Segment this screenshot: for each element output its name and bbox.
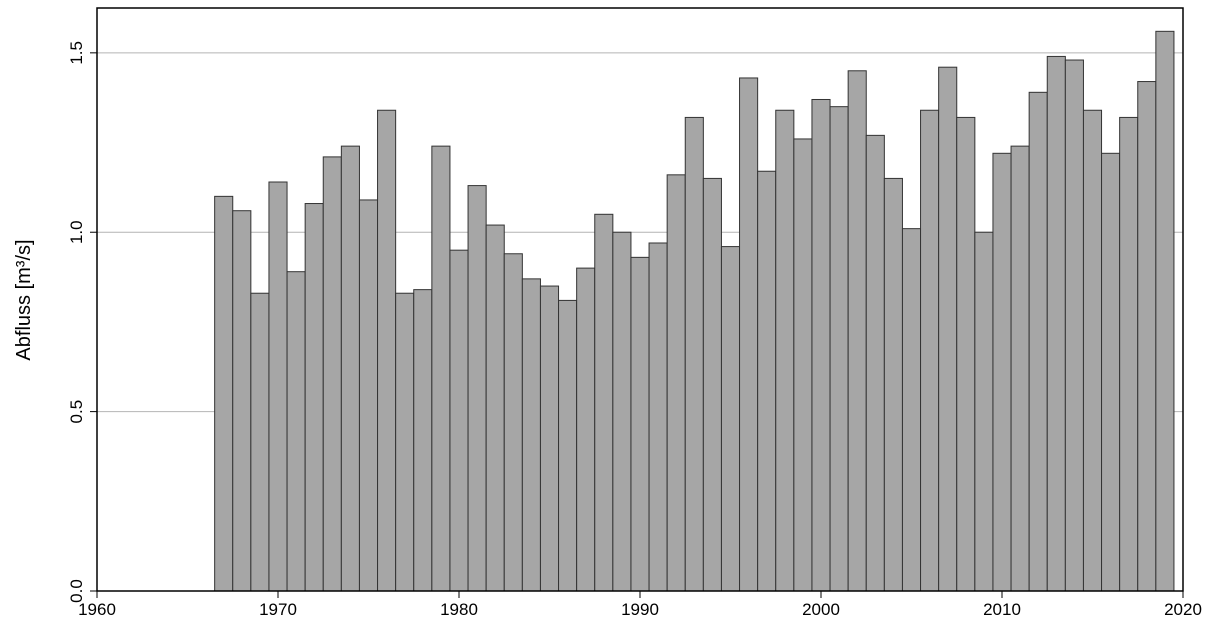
bar xyxy=(1119,116,1139,592)
bar xyxy=(1137,81,1157,592)
bar xyxy=(865,134,885,592)
bar xyxy=(630,256,650,592)
bar xyxy=(322,156,342,592)
bar xyxy=(232,210,252,592)
bar xyxy=(395,292,415,592)
bar xyxy=(847,70,867,592)
bar xyxy=(901,228,922,592)
bar xyxy=(811,98,831,592)
bar xyxy=(829,106,849,592)
bar xyxy=(1082,109,1103,592)
bar xyxy=(485,224,505,592)
y-axis-label: Abfluss [m³/s] xyxy=(13,239,35,360)
plot-frame xyxy=(96,7,1184,592)
bar xyxy=(358,199,379,592)
bar xyxy=(992,152,1012,592)
bar xyxy=(250,292,270,592)
bar xyxy=(521,278,541,592)
bar xyxy=(612,231,632,592)
bar xyxy=(666,174,686,592)
bar xyxy=(286,271,306,592)
bar xyxy=(558,299,578,592)
bar xyxy=(503,253,523,592)
x-tick-label: 1980 xyxy=(440,600,478,619)
bar xyxy=(214,195,234,592)
bar xyxy=(883,177,903,592)
y-tick-label: 0.5 xyxy=(67,400,86,424)
bar xyxy=(739,77,759,592)
bar xyxy=(304,203,324,592)
bar xyxy=(648,242,668,592)
bar xyxy=(793,138,813,592)
y-tick-label: 1.0 xyxy=(67,220,86,244)
x-tick-label: 2010 xyxy=(983,600,1021,619)
bar xyxy=(413,289,433,592)
bar xyxy=(377,109,397,592)
bar xyxy=(956,116,976,592)
bar xyxy=(1064,59,1084,592)
x-tick-label: 1970 xyxy=(259,600,297,619)
bar xyxy=(1046,55,1066,592)
y-tick-label: 1.5 xyxy=(67,41,86,65)
bar xyxy=(340,145,360,592)
x-tick-label: 1990 xyxy=(621,600,659,619)
bar xyxy=(449,249,469,592)
bar xyxy=(920,109,940,592)
bar xyxy=(467,185,487,592)
bar xyxy=(702,177,722,592)
x-tick-label: 2000 xyxy=(802,600,840,619)
bar xyxy=(1028,91,1048,592)
bar xyxy=(684,116,704,592)
bar xyxy=(1010,145,1030,592)
bar xyxy=(594,213,614,592)
bar xyxy=(431,145,451,592)
bar xyxy=(720,246,741,592)
x-tick-label: 2020 xyxy=(1164,600,1202,619)
bar xyxy=(757,170,777,592)
bar xyxy=(576,267,596,592)
bar xyxy=(268,181,288,592)
y-tick-label: 0.0 xyxy=(67,579,86,603)
bar xyxy=(775,109,795,592)
bar xyxy=(938,66,958,592)
x-tick-label: 1960 xyxy=(78,600,116,619)
bar xyxy=(1155,30,1175,592)
bar xyxy=(1101,152,1121,592)
bar xyxy=(539,285,560,592)
bar xyxy=(974,231,994,592)
